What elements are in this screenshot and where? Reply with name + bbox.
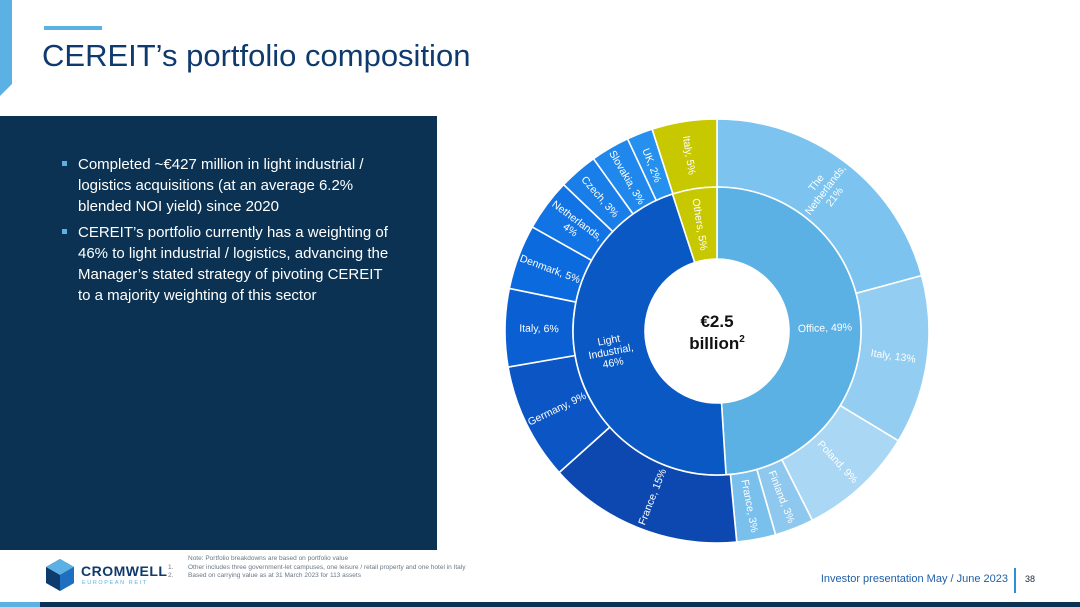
- center-total-unit: billion2: [689, 334, 745, 353]
- logo-subtitle: EUROPEAN REIT: [82, 580, 148, 586]
- center-hole: [645, 259, 789, 403]
- bullet-text: Completed ~€427 million in light industr…: [78, 156, 364, 215]
- footnote-line: 2. Based on carrying value as at 31 March…: [168, 572, 361, 579]
- bullet-list: Completed ~€427 million in light industr…: [62, 154, 392, 311]
- text-panel: Completed ~€427 million in light industr…: [0, 116, 437, 550]
- bullet-text: CEREIT’s portfolio currently has a weigh…: [78, 224, 389, 304]
- logo-name: CROMWELL: [81, 563, 168, 579]
- left-accent-shape: [0, 0, 12, 96]
- bullet-item: CEREIT’s portfolio currently has a weigh…: [62, 222, 392, 306]
- footnote-line: 1. Other includes three government-let ca…: [168, 563, 466, 571]
- inner-label-office-49: Office, 49%: [798, 321, 852, 335]
- bottom-bar-accent: [0, 602, 40, 607]
- page-title: CEREIT’s portfolio composition: [42, 38, 471, 73]
- cromwell-logo: CROMWELL EUROPEAN REIT: [45, 557, 168, 593]
- portfolio-sunburst-chart: TheNetherlands,21% Italy, 13% Poland, 9% Fi…: [500, 118, 940, 548]
- bottom-bar: [0, 602, 1080, 607]
- footnotes: Note: Portfolio breakdowns are based on …: [168, 555, 466, 581]
- footnote-line: Note: Portfolio breakdowns are based on …: [188, 555, 349, 562]
- bullet-item: Completed ~€427 million in light industr…: [62, 154, 392, 217]
- bullet-square-icon: [62, 161, 67, 166]
- outer-label-italy-6: Italy, 6%: [519, 323, 559, 336]
- page-number: 38: [1025, 574, 1036, 584]
- center-total-value: €2.5: [700, 312, 733, 331]
- presentation-name: Investor presentation May / June 2023: [820, 573, 1008, 585]
- title-accent-bar: [44, 26, 102, 30]
- bullet-square-icon: [62, 229, 67, 234]
- footer-separator: [1014, 568, 1016, 593]
- logo-mark-icon: [46, 559, 74, 591]
- sunburst-svg: TheNetherlands,21%Italy, 13%Poland, 9%Fi…: [504, 118, 930, 544]
